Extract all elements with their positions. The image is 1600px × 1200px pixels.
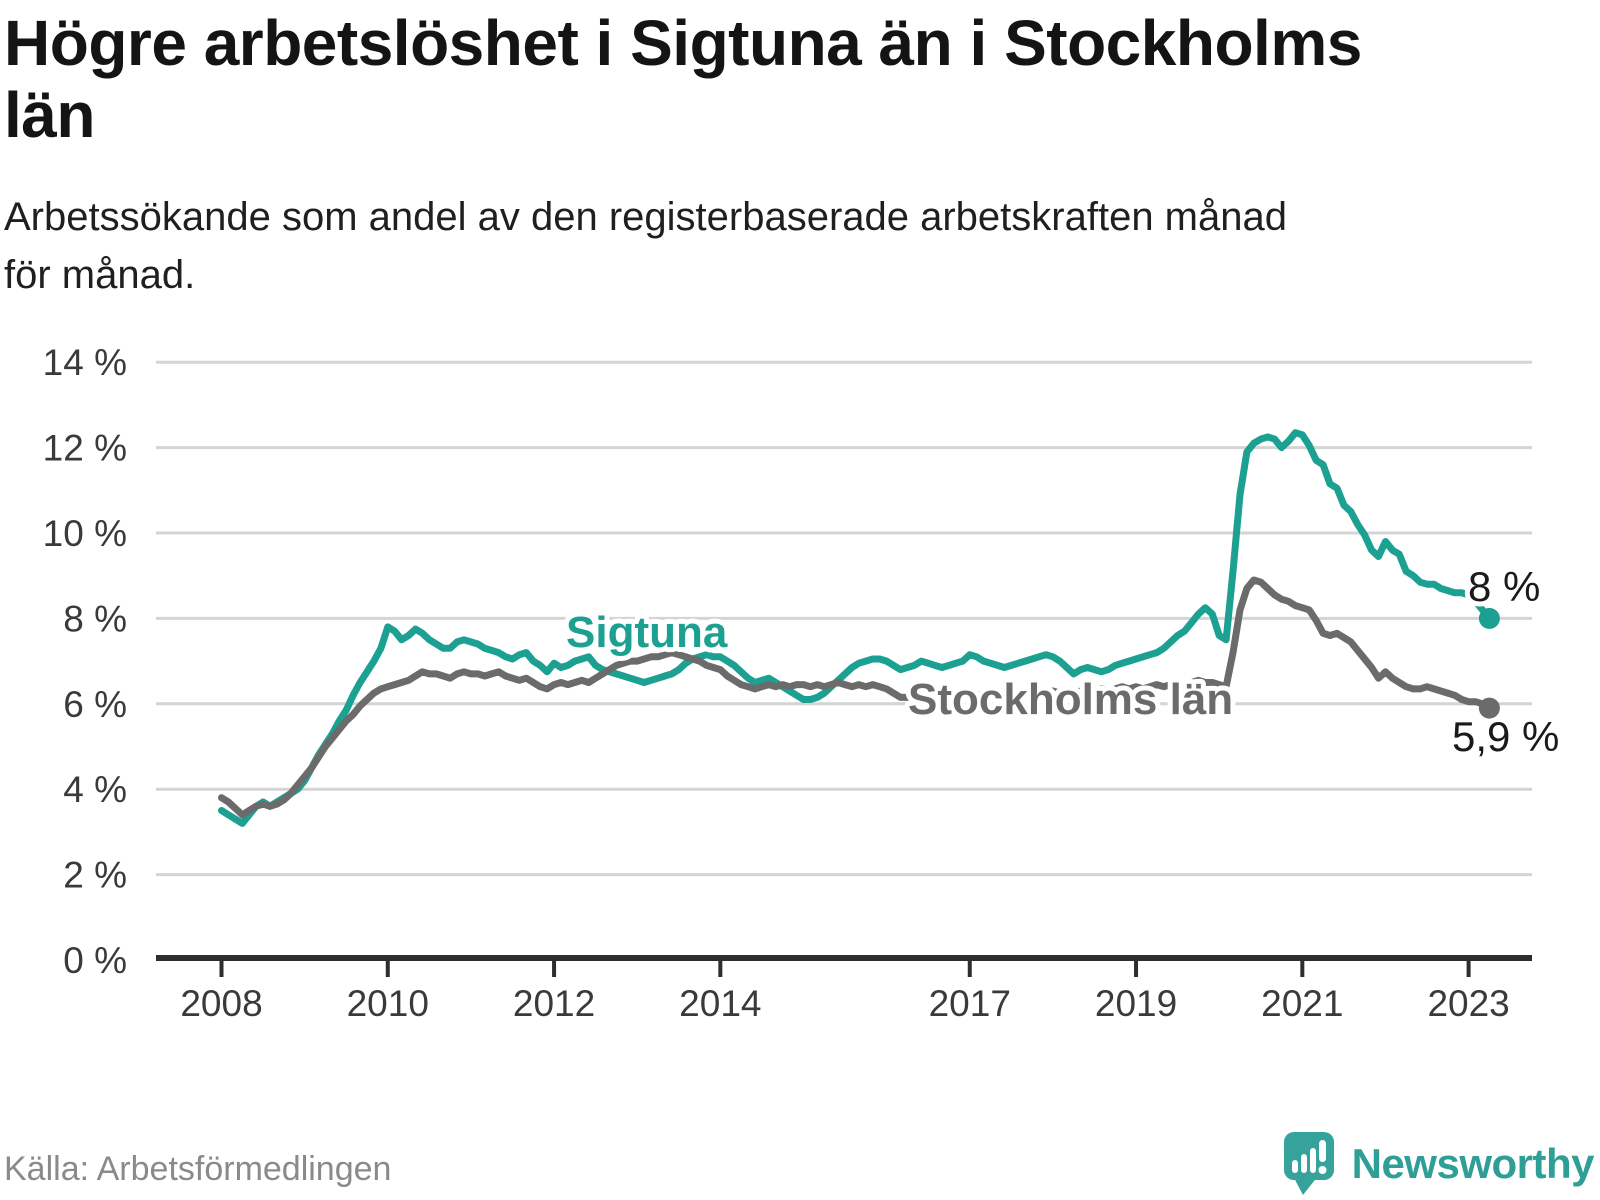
x-tick-label: 2012 — [513, 983, 595, 1024]
x-tick-label: 2021 — [1261, 983, 1343, 1024]
y-tick-label: 2 % — [63, 855, 127, 896]
series-lines — [218, 429, 1500, 827]
y-tick-label: 14 % — [43, 342, 127, 383]
newsworthy-wordmark: Newsworthy — [1351, 1140, 1595, 1187]
end-value-label-stockholms-lan: 5,9 % — [1452, 713, 1559, 760]
y-tick-label: 0 % — [63, 940, 127, 981]
series-line-sigtuna — [218, 429, 1493, 827]
series-label-stockholms-lan: Stockholms län — [908, 675, 1233, 724]
series-end-dot-sigtuna — [1478, 607, 1500, 629]
page-subtitle: Arbetssökande som andel av den registerb… — [4, 195, 1287, 297]
x-tick-label: 2017 — [929, 983, 1011, 1024]
y-tick-label: 12 % — [43, 428, 127, 469]
end-value-label-sigtuna: 8 % — [1468, 563, 1540, 610]
newsworthy-brand: Newsworthy — [1283, 1132, 1595, 1196]
y-tick-label: 6 % — [63, 684, 127, 725]
y-tick-label: 10 % — [43, 513, 127, 554]
chart-annotations: Sigtuna Stockholms län 8 % 5,9 % — [561, 558, 1564, 765]
x-tick-label: 2014 — [679, 983, 761, 1024]
x-tick-label: 2010 — [347, 983, 429, 1024]
series-end-dot-stockholms-l-n — [1478, 697, 1500, 719]
x-tick-label: 2023 — [1427, 983, 1509, 1024]
newsworthy-logo-icon — [1283, 1132, 1334, 1195]
y-tick-label: 8 % — [63, 598, 127, 639]
series-line-stockholms-l-n — [218, 576, 1493, 819]
x-tick-label: 2008 — [180, 983, 262, 1024]
source-note: Källa: Arbetsförmedlingen — [4, 1150, 392, 1188]
page-title: Högre arbetslöshet i Sigtuna än i Stockh… — [4, 7, 1362, 151]
plot-gridlines: 0 % 2 % 4 % 6 % 8 % 10 % 12 % 14 % — [43, 342, 1532, 981]
y-tick-label: 4 % — [63, 769, 127, 810]
x-tick-label: 2019 — [1095, 983, 1177, 1024]
x-axis: 2008 2010 2012 2014 2017 2019 2021 2023 — [156, 955, 1532, 1024]
series-label-sigtuna: Sigtuna — [566, 608, 728, 657]
